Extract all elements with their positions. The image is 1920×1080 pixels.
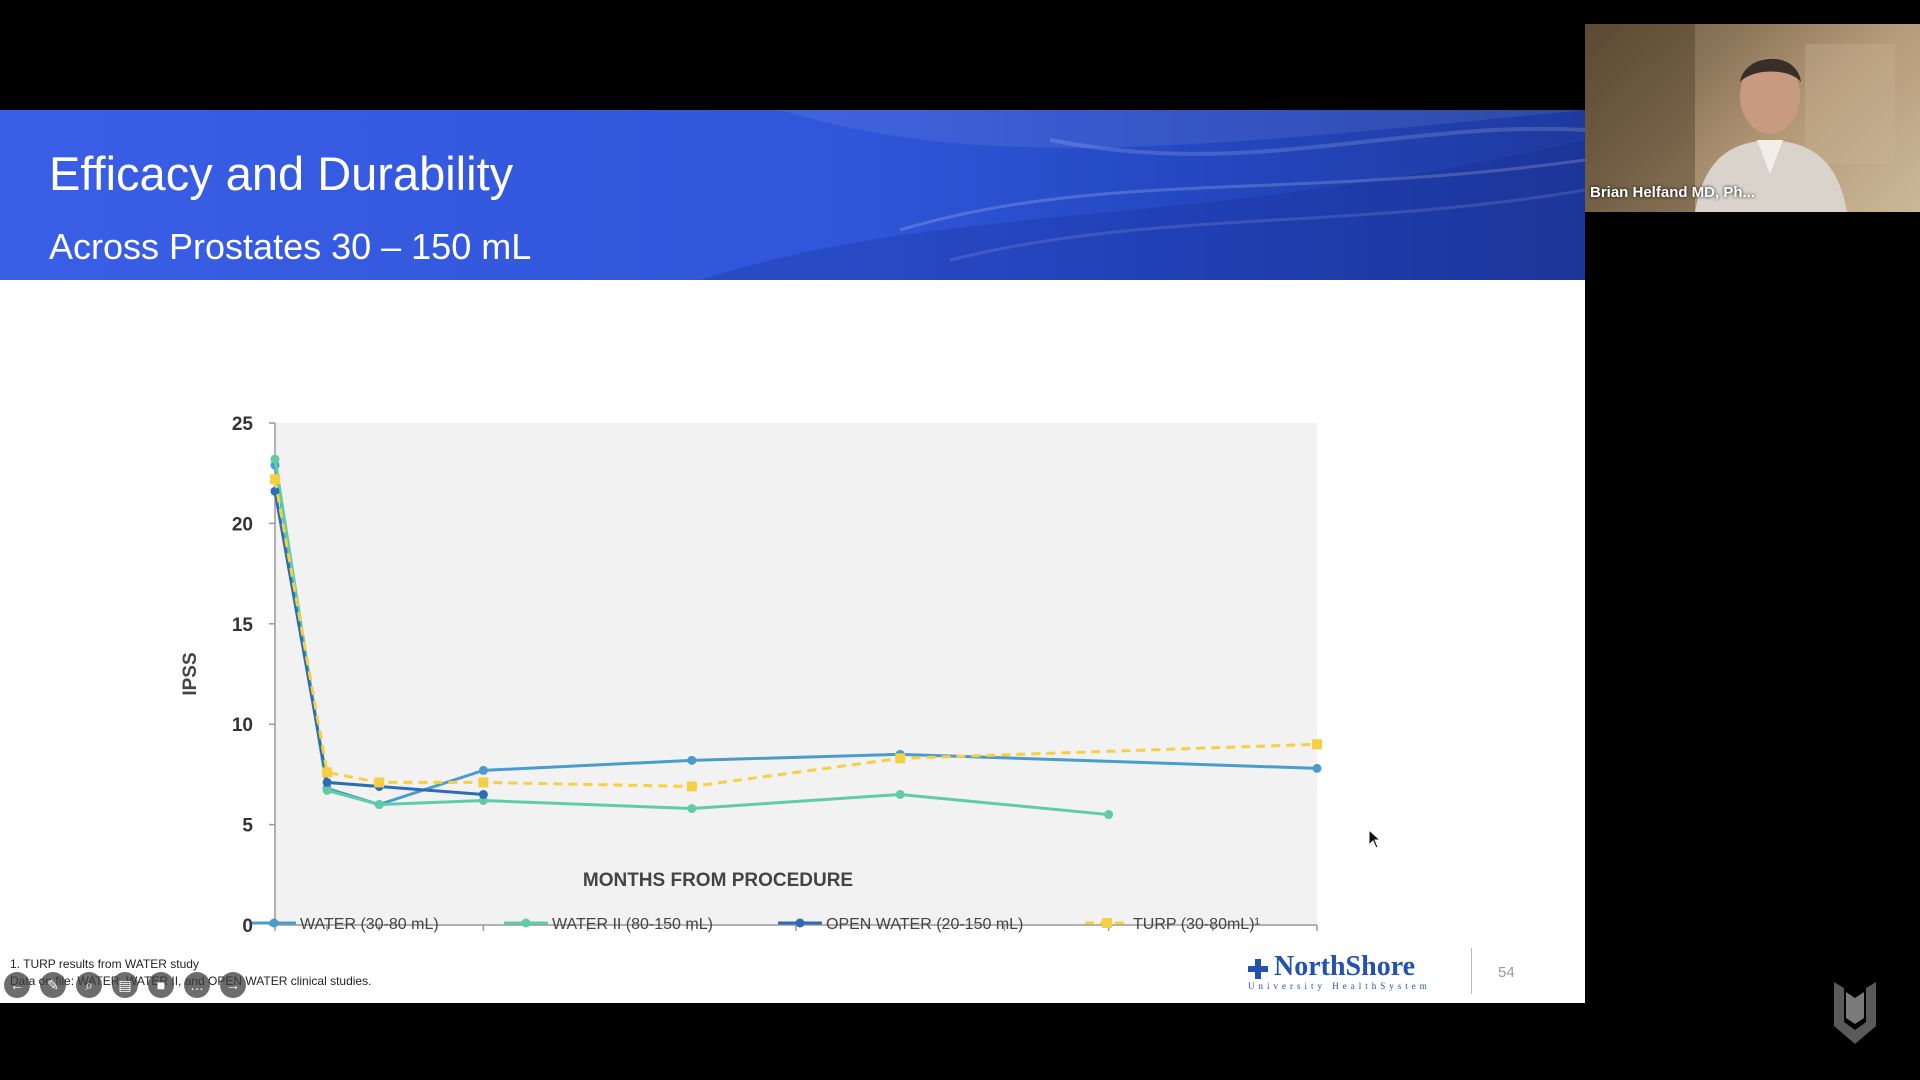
series-point-3 bbox=[374, 777, 385, 788]
series-point-0 bbox=[1312, 763, 1322, 773]
northshore-logo: NorthShore University HealthSystem bbox=[1248, 951, 1458, 991]
y-tick-label: 25 bbox=[232, 414, 254, 435]
series-point-2 bbox=[478, 789, 488, 799]
plot-area bbox=[275, 423, 1317, 925]
series-point-1 bbox=[895, 789, 905, 799]
camera-icon[interactable]: ■ bbox=[148, 972, 174, 998]
series-point-3 bbox=[1312, 739, 1322, 750]
y-tick-label: 20 bbox=[232, 514, 253, 535]
legend-swatch-marker bbox=[521, 918, 531, 928]
presentation-slide: Efficacy and Durability Across Prostates… bbox=[0, 110, 1585, 1003]
series-point-1 bbox=[687, 804, 697, 814]
chart-axes: 0510152025036121824303642485460 bbox=[232, 414, 1318, 937]
legend-label: TURP (30-80mL)¹ bbox=[1133, 916, 1260, 933]
next-slide-icon[interactable]: → bbox=[220, 972, 246, 998]
chart-legend: WATER (30-80 mL) WATER II (80-150 mL) OPEN… bbox=[252, 916, 1260, 933]
more-icon[interactable]: … bbox=[184, 972, 210, 998]
participant-name-label: Brian Helfand MD, Ph... bbox=[1590, 184, 1756, 201]
series-point-3 bbox=[322, 767, 333, 778]
series-point-2 bbox=[270, 486, 280, 496]
x-axis-label: MONTHS FROM PROCEDURE bbox=[583, 870, 853, 891]
series-point-3 bbox=[686, 781, 697, 792]
prev-slide-icon[interactable]: ← bbox=[4, 972, 30, 998]
legend-swatch-marker bbox=[795, 918, 805, 928]
series-line-2 bbox=[273, 491, 484, 796]
participant-video-frame bbox=[1585, 24, 1895, 212]
logo-wordmark: NorthShore bbox=[1274, 951, 1416, 982]
series-point-3 bbox=[478, 777, 489, 788]
zoom-icon[interactable]: ⌕ bbox=[76, 972, 102, 998]
subtitles-icon[interactable]: ▤ bbox=[112, 972, 138, 998]
legend-swatch-marker bbox=[1102, 918, 1112, 928]
slide-page-number: 54 bbox=[1498, 964, 1515, 981]
logo-divider bbox=[1471, 948, 1472, 994]
legend-label: WATER (30-80 mL) bbox=[300, 916, 439, 933]
y-tick-label: 15 bbox=[232, 615, 254, 636]
legend-label: WATER II (80-150 mL) bbox=[552, 916, 713, 933]
slide-title: Efficacy and Durability bbox=[49, 147, 514, 200]
legend-label: OPEN WATER (20-150 mL) bbox=[826, 916, 1023, 933]
series-point-0 bbox=[687, 755, 697, 765]
slide-header: Efficacy and Durability Across Prostates… bbox=[0, 110, 1585, 280]
y-tick-label: 0 bbox=[242, 916, 253, 937]
series-point-3 bbox=[895, 753, 906, 764]
series-point-3 bbox=[270, 474, 280, 485]
app-logo-icon bbox=[1834, 982, 1876, 1044]
legend-swatch-marker bbox=[269, 918, 279, 928]
series-point-1 bbox=[1104, 810, 1114, 820]
footnote-1: 1. TURP results from WATER study bbox=[10, 957, 199, 971]
header-wave-decoration bbox=[700, 110, 1585, 280]
y-tick-label: 10 bbox=[232, 715, 253, 736]
chart-series bbox=[270, 454, 1322, 820]
slide-subtitle: Across Prostates 30 – 150 mL bbox=[49, 226, 532, 267]
y-tick-label: 5 bbox=[242, 816, 253, 837]
series-point-0 bbox=[478, 765, 488, 775]
series-point-1 bbox=[322, 785, 332, 795]
series-point-1 bbox=[270, 454, 280, 464]
logo-cross-icon bbox=[1248, 959, 1268, 979]
ipss-line-chart: 0510152025036121824303642485460 IPSS MON… bbox=[180, 414, 1322, 937]
y-axis-label: IPSS bbox=[180, 652, 201, 695]
presentation-controls: ← ✎ ⌕ ▤ ■ … → bbox=[0, 972, 246, 998]
series-point-2 bbox=[322, 777, 332, 787]
pen-icon[interactable]: ✎ bbox=[40, 972, 66, 998]
mouse-cursor-icon bbox=[1368, 829, 1382, 849]
logo-subtext: University HealthSystem bbox=[1248, 981, 1431, 991]
series-point-1 bbox=[374, 800, 384, 810]
participant-video-tile[interactable]: Brian Helfand MD, Ph... bbox=[1585, 24, 1920, 212]
